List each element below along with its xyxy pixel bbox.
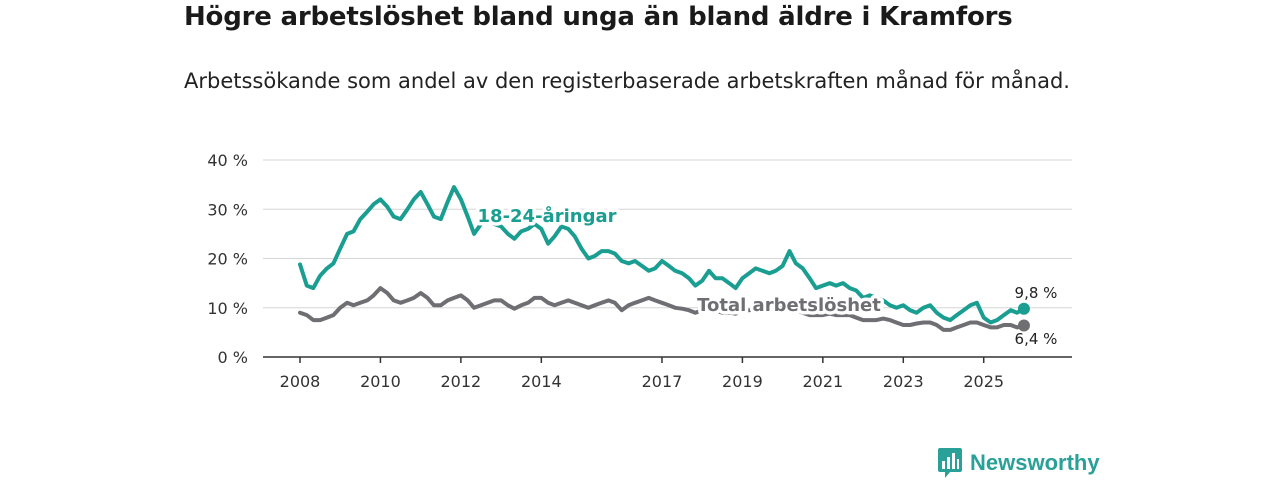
x-tick-label: 2017	[642, 372, 683, 391]
x-tick-label: 2010	[360, 372, 401, 391]
x-tick-label: 2021	[802, 372, 843, 391]
y-tick-label: 20 %	[207, 250, 248, 269]
total-series-label: Total arbetslöshet	[697, 295, 881, 316]
series-lines	[298, 185, 1030, 332]
x-tick-label: 2025	[963, 372, 1004, 391]
chart-title: Högre arbetslöshet bland unga än bland ä…	[184, 2, 1013, 32]
youth-series-label: 18-24-åringar	[478, 205, 617, 227]
series-labels: 18-24-åringar Total arbetslöshet 9,8 % 6,4 …	[474, 202, 1058, 349]
y-tick-label: 0 %	[218, 348, 248, 367]
y-tick-label: 30 %	[207, 200, 248, 219]
x-tick-label: 2023	[883, 372, 924, 391]
gridlines	[263, 159, 1072, 309]
y-tick-label: 40 %	[207, 151, 248, 170]
total-end-marker	[1017, 319, 1030, 332]
bar-chart-logo-icon	[938, 448, 962, 478]
x-tick-label: 2012	[441, 372, 482, 391]
youth-end-marker	[1017, 302, 1030, 315]
newsworthy-logo[interactable]: Newsworthy	[937, 446, 1100, 480]
chart-subtitle: Arbetssökande som andel av den registerb…	[184, 69, 1070, 93]
x-tick-label: 2014	[521, 372, 562, 391]
youth-unemployment-line	[298, 185, 1026, 325]
x-tick-label: 2008	[280, 372, 321, 391]
y-tick-label: 10 %	[207, 299, 248, 318]
y-axis-tick-labels: 0 % 10 % 20 % 30 % 40 %	[207, 151, 248, 367]
youth-end-value-label: 9,8 %	[1015, 284, 1058, 302]
x-axis: 2008 2010 2012 2014 2017 2019 2021 2023 2025	[263, 356, 1072, 391]
brand-name: Newsworthy	[970, 450, 1100, 475]
total-end-value-label: 6,4 %	[1015, 330, 1058, 348]
x-tick-label: 2019	[722, 372, 763, 391]
total-unemployment-line	[298, 286, 1026, 332]
